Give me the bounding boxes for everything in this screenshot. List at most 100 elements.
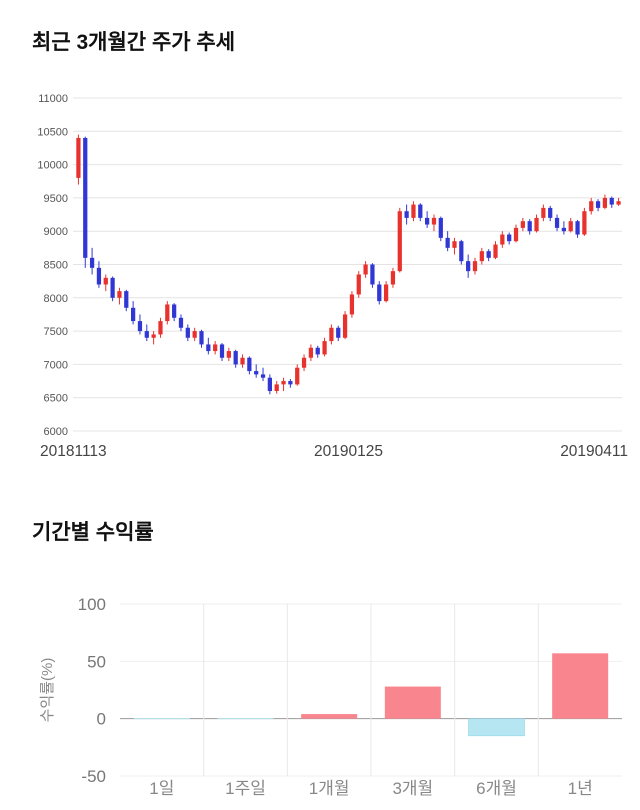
candle — [117, 291, 122, 298]
candle — [425, 217, 430, 225]
x-axis-category-label: 6개월 — [476, 779, 517, 798]
return-bar — [552, 653, 609, 719]
candle — [144, 331, 149, 338]
x-axis-date-label: 20190125 — [314, 443, 383, 460]
candle — [281, 381, 286, 385]
y-axis-tick-label: 6500 — [44, 393, 68, 405]
x-axis-date-label: 20181113 — [40, 443, 107, 460]
candle — [582, 211, 587, 235]
period-returns-bar-chart: 100 50 0 -50 1일 1주일 1개월 3개월 6개월 1년 수익률(%) — [39, 595, 622, 798]
candle — [96, 267, 102, 285]
y-axis-tick-label: 50 — [87, 652, 106, 671]
candle — [520, 221, 525, 228]
y-axis-tick-label: 9500 — [44, 193, 68, 205]
y-axis-tick-label: 11000 — [38, 93, 68, 105]
candle — [390, 271, 396, 285]
candle — [472, 261, 478, 272]
candle — [308, 347, 314, 358]
candle — [137, 321, 143, 332]
y-axis-tick-label: 0 — [97, 710, 106, 729]
candle — [616, 201, 621, 205]
y-axis-tick-label: 10500 — [37, 126, 68, 138]
candle — [172, 304, 177, 318]
candle — [199, 331, 204, 345]
return-bar — [301, 714, 358, 719]
candle — [445, 237, 450, 248]
y-axis-title: 수익률(%) — [39, 658, 56, 723]
candle — [233, 351, 238, 365]
candle — [240, 357, 245, 365]
price-trend-section: 최근 3개월간 주가 추세 11000 10500 10000 9500 9000 850… — [0, 30, 640, 464]
y-axis-tick-label: 100 — [78, 595, 106, 614]
x-axis-category-label: 1일 — [149, 779, 174, 798]
candle — [486, 251, 491, 258]
candle — [507, 234, 512, 242]
candle — [158, 321, 163, 335]
candle — [363, 264, 368, 275]
candle — [609, 197, 614, 205]
candle — [370, 264, 375, 285]
candle — [124, 291, 129, 308]
candle — [192, 331, 197, 338]
candle — [76, 137, 81, 178]
candle — [438, 217, 443, 238]
candle — [500, 234, 505, 245]
return-bar — [133, 718, 190, 720]
candle — [130, 307, 136, 322]
candle — [466, 261, 471, 272]
return-bar — [217, 718, 274, 720]
candle — [336, 327, 341, 338]
candle — [260, 374, 266, 378]
candle — [548, 207, 553, 218]
candle — [151, 334, 156, 338]
price-candlestick-chart: 11000 10500 10000 9500 9000 8500 8000 7500 7000 6… — [37, 93, 628, 460]
candle — [459, 241, 464, 262]
candle — [575, 221, 580, 235]
return-bar — [468, 718, 525, 737]
candle — [595, 201, 601, 208]
candle — [165, 304, 170, 322]
price-trend-title: 최근 3개월간 주가 추세 — [32, 31, 236, 54]
candle — [383, 284, 389, 302]
candle — [561, 227, 567, 232]
candle — [206, 344, 211, 352]
y-axis-tick-label: 8500 — [44, 260, 68, 272]
x-axis-category-label: 3개월 — [392, 779, 433, 798]
x-axis-category-label: 1개월 — [309, 779, 350, 798]
y-axis-tick-label: 10000 — [37, 160, 68, 172]
candle — [493, 244, 498, 258]
y-axis-tick-label: 6000 — [44, 426, 68, 438]
x-axis-date-label: 20190411 — [560, 443, 628, 460]
candle — [315, 347, 320, 355]
candle — [89, 257, 95, 268]
candle — [322, 341, 327, 355]
candle — [479, 251, 484, 262]
candle — [418, 204, 423, 218]
candle — [295, 367, 300, 385]
y-axis-tick-label: 9000 — [44, 226, 68, 238]
candle — [83, 137, 88, 258]
candle — [247, 357, 252, 372]
candle — [254, 371, 259, 375]
candle — [397, 211, 402, 272]
candle — [226, 351, 231, 358]
candle — [404, 211, 409, 218]
candle — [178, 317, 184, 328]
candle — [213, 344, 218, 352]
candle — [431, 217, 437, 225]
candle — [541, 207, 546, 218]
candle — [349, 294, 355, 315]
candle — [301, 357, 307, 368]
period-returns-section: 기간별 수익률 100 50 0 -50 1일 1주일 1개월 3개월 6개월 1년 수익률(%) — [0, 520, 640, 803]
candle — [602, 197, 608, 208]
candle — [554, 217, 560, 228]
candle — [342, 314, 348, 338]
candle — [411, 204, 416, 218]
candle — [452, 241, 457, 248]
candle — [274, 384, 279, 392]
candle — [568, 221, 573, 232]
candle — [534, 217, 539, 232]
x-axis-category-label: 1주일 — [225, 779, 266, 798]
candle — [527, 221, 532, 232]
stock-summary-page: 최근 3개월간 주가 추세 11000 10500 10000 9500 9000 850… — [0, 30, 640, 803]
